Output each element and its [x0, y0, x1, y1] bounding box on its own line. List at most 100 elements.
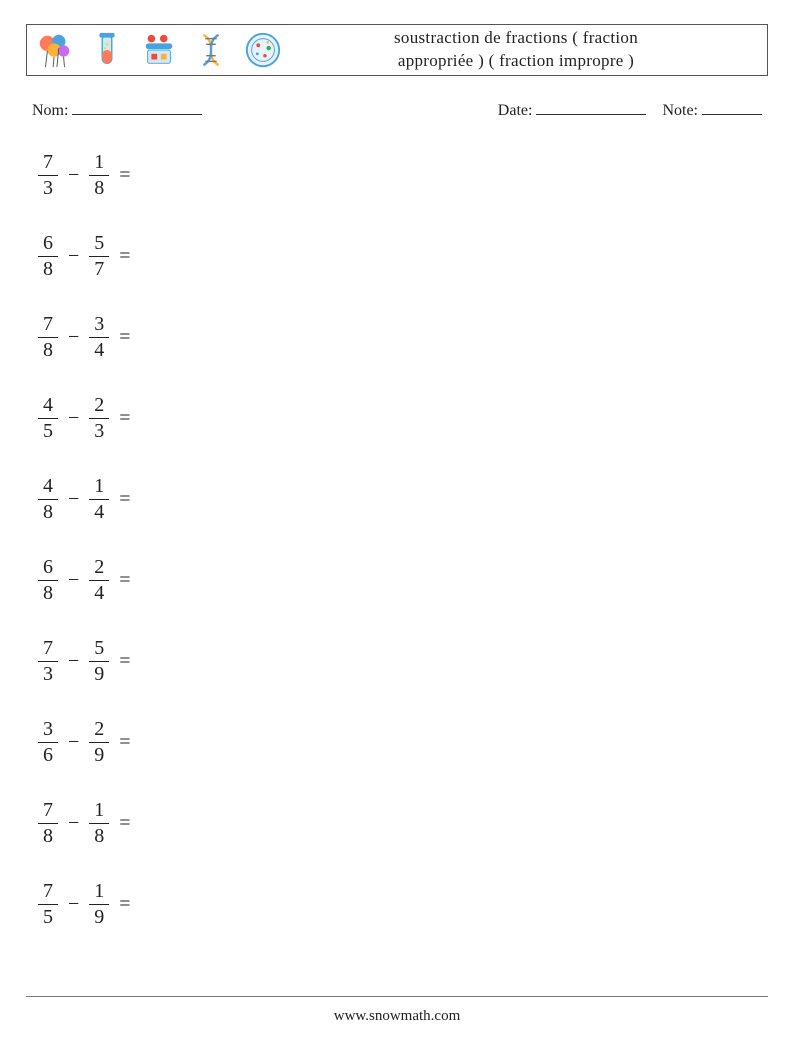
fraction-b-den: 4 [89, 500, 109, 523]
fraction-a-num: 6 [38, 233, 58, 257]
equals-operator: = [119, 488, 130, 511]
fraction-b-num: 1 [89, 476, 109, 500]
fraction-b-den: 8 [89, 824, 109, 847]
fraction-b: 34 [89, 314, 109, 361]
fraction-a-den: 5 [38, 905, 58, 928]
problem-row: 78−18= [36, 800, 768, 847]
fraction-a-num: 7 [38, 800, 58, 824]
equals-operator: = [119, 893, 130, 916]
fraction-b-den: 9 [89, 905, 109, 928]
equals-operator: = [119, 731, 130, 754]
microscope-icon [139, 30, 179, 70]
equals-operator: = [119, 245, 130, 268]
dna-icon [191, 30, 231, 70]
equals-operator: = [119, 407, 130, 430]
problem-row: 75−19 = [36, 881, 768, 928]
problem-row: 73−18 = [36, 152, 768, 199]
fraction-b-num: 1 [89, 881, 109, 905]
fraction-a: 68 [38, 557, 58, 604]
grade-blank[interactable] [702, 100, 762, 115]
problem-row: 73−59= [36, 638, 768, 685]
title-line-1: soustraction de fractions ( fraction [394, 28, 638, 47]
fraction-b-den: 4 [89, 581, 109, 604]
fraction-b: 29 [89, 719, 109, 766]
problem-row: 68−57 = [36, 233, 768, 280]
fraction-a-den: 8 [38, 500, 58, 523]
fraction-b: 19 [89, 881, 109, 928]
minus-operator: − [68, 812, 79, 835]
fraction-b-num: 2 [89, 395, 109, 419]
footer-text: www.snowmath.com [0, 1007, 794, 1025]
fraction-b-num: 1 [89, 152, 109, 176]
minus-operator: − [68, 488, 79, 511]
fraction-a-den: 8 [38, 824, 58, 847]
problem-row: 45−23 = [36, 395, 768, 442]
equals-operator: = [119, 812, 130, 835]
problem-row: 36−29 = [36, 719, 768, 766]
minus-operator: − [68, 893, 79, 916]
equals-operator: = [119, 650, 130, 673]
fraction-b-num: 2 [89, 719, 109, 743]
fraction-a-den: 3 [38, 176, 58, 199]
fraction-a: 73 [38, 152, 58, 199]
header-box: soustraction de fractions ( fraction app… [26, 24, 768, 76]
equals-operator: = [119, 326, 130, 349]
fraction-b: 59 [89, 638, 109, 685]
worksheet-title: soustraction de fractions ( fraction app… [283, 27, 759, 73]
grade-label: Note: [662, 102, 698, 119]
fraction-a-num: 4 [38, 476, 58, 500]
minus-operator: − [68, 407, 79, 430]
problem-row: 48−14= [36, 476, 768, 523]
fraction-b-den: 8 [89, 176, 109, 199]
info-right: Date: Note: [498, 100, 762, 120]
date-label: Date: [498, 102, 533, 119]
problems-list: 73−18=68−57=78−34=45−23=48−14=68−24=73−5… [26, 152, 768, 928]
petri-dish-icon [243, 30, 283, 70]
balloons-icon [35, 30, 75, 70]
fraction-a: 68 [38, 233, 58, 280]
fraction-a: 78 [38, 800, 58, 847]
fraction-b-num: 1 [89, 800, 109, 824]
fraction-a: 75 [38, 881, 58, 928]
fraction-b-num: 5 [89, 233, 109, 257]
fraction-a: 45 [38, 395, 58, 442]
problem-row: 78−34= [36, 314, 768, 361]
fraction-b-den: 9 [89, 662, 109, 685]
fraction-b-den: 7 [89, 257, 109, 280]
info-left: Nom: [32, 100, 498, 120]
fraction-a-den: 5 [38, 419, 58, 442]
fraction-a-num: 6 [38, 557, 58, 581]
fraction-b: 57 [89, 233, 109, 280]
fraction-a-den: 8 [38, 257, 58, 280]
fraction-a-num: 7 [38, 638, 58, 662]
fraction-b-den: 3 [89, 419, 109, 442]
fraction-a: 36 [38, 719, 58, 766]
fraction-a-den: 6 [38, 743, 58, 766]
fraction-a: 48 [38, 476, 58, 523]
fraction-a: 78 [38, 314, 58, 361]
test-tube-icon [87, 30, 127, 70]
fraction-b-den: 4 [89, 338, 109, 361]
fraction-b: 18 [89, 800, 109, 847]
fraction-a-num: 4 [38, 395, 58, 419]
fraction-b: 24 [89, 557, 109, 604]
fraction-a-den: 8 [38, 581, 58, 604]
fraction-b-num: 5 [89, 638, 109, 662]
minus-operator: − [68, 164, 79, 187]
fraction-b: 23 [89, 395, 109, 442]
info-row: Nom: Date: Note: [26, 100, 768, 120]
fraction-a-den: 3 [38, 662, 58, 685]
name-blank[interactable] [72, 100, 202, 115]
equals-operator: = [119, 164, 130, 187]
equals-operator: = [119, 569, 130, 592]
fraction-a-den: 8 [38, 338, 58, 361]
minus-operator: − [68, 245, 79, 268]
fraction-a: 73 [38, 638, 58, 685]
fraction-a-num: 7 [38, 152, 58, 176]
fraction-a-num: 7 [38, 881, 58, 905]
fraction-a-num: 3 [38, 719, 58, 743]
date-blank[interactable] [536, 100, 646, 115]
minus-operator: − [68, 731, 79, 754]
fraction-b-num: 3 [89, 314, 109, 338]
minus-operator: − [68, 569, 79, 592]
